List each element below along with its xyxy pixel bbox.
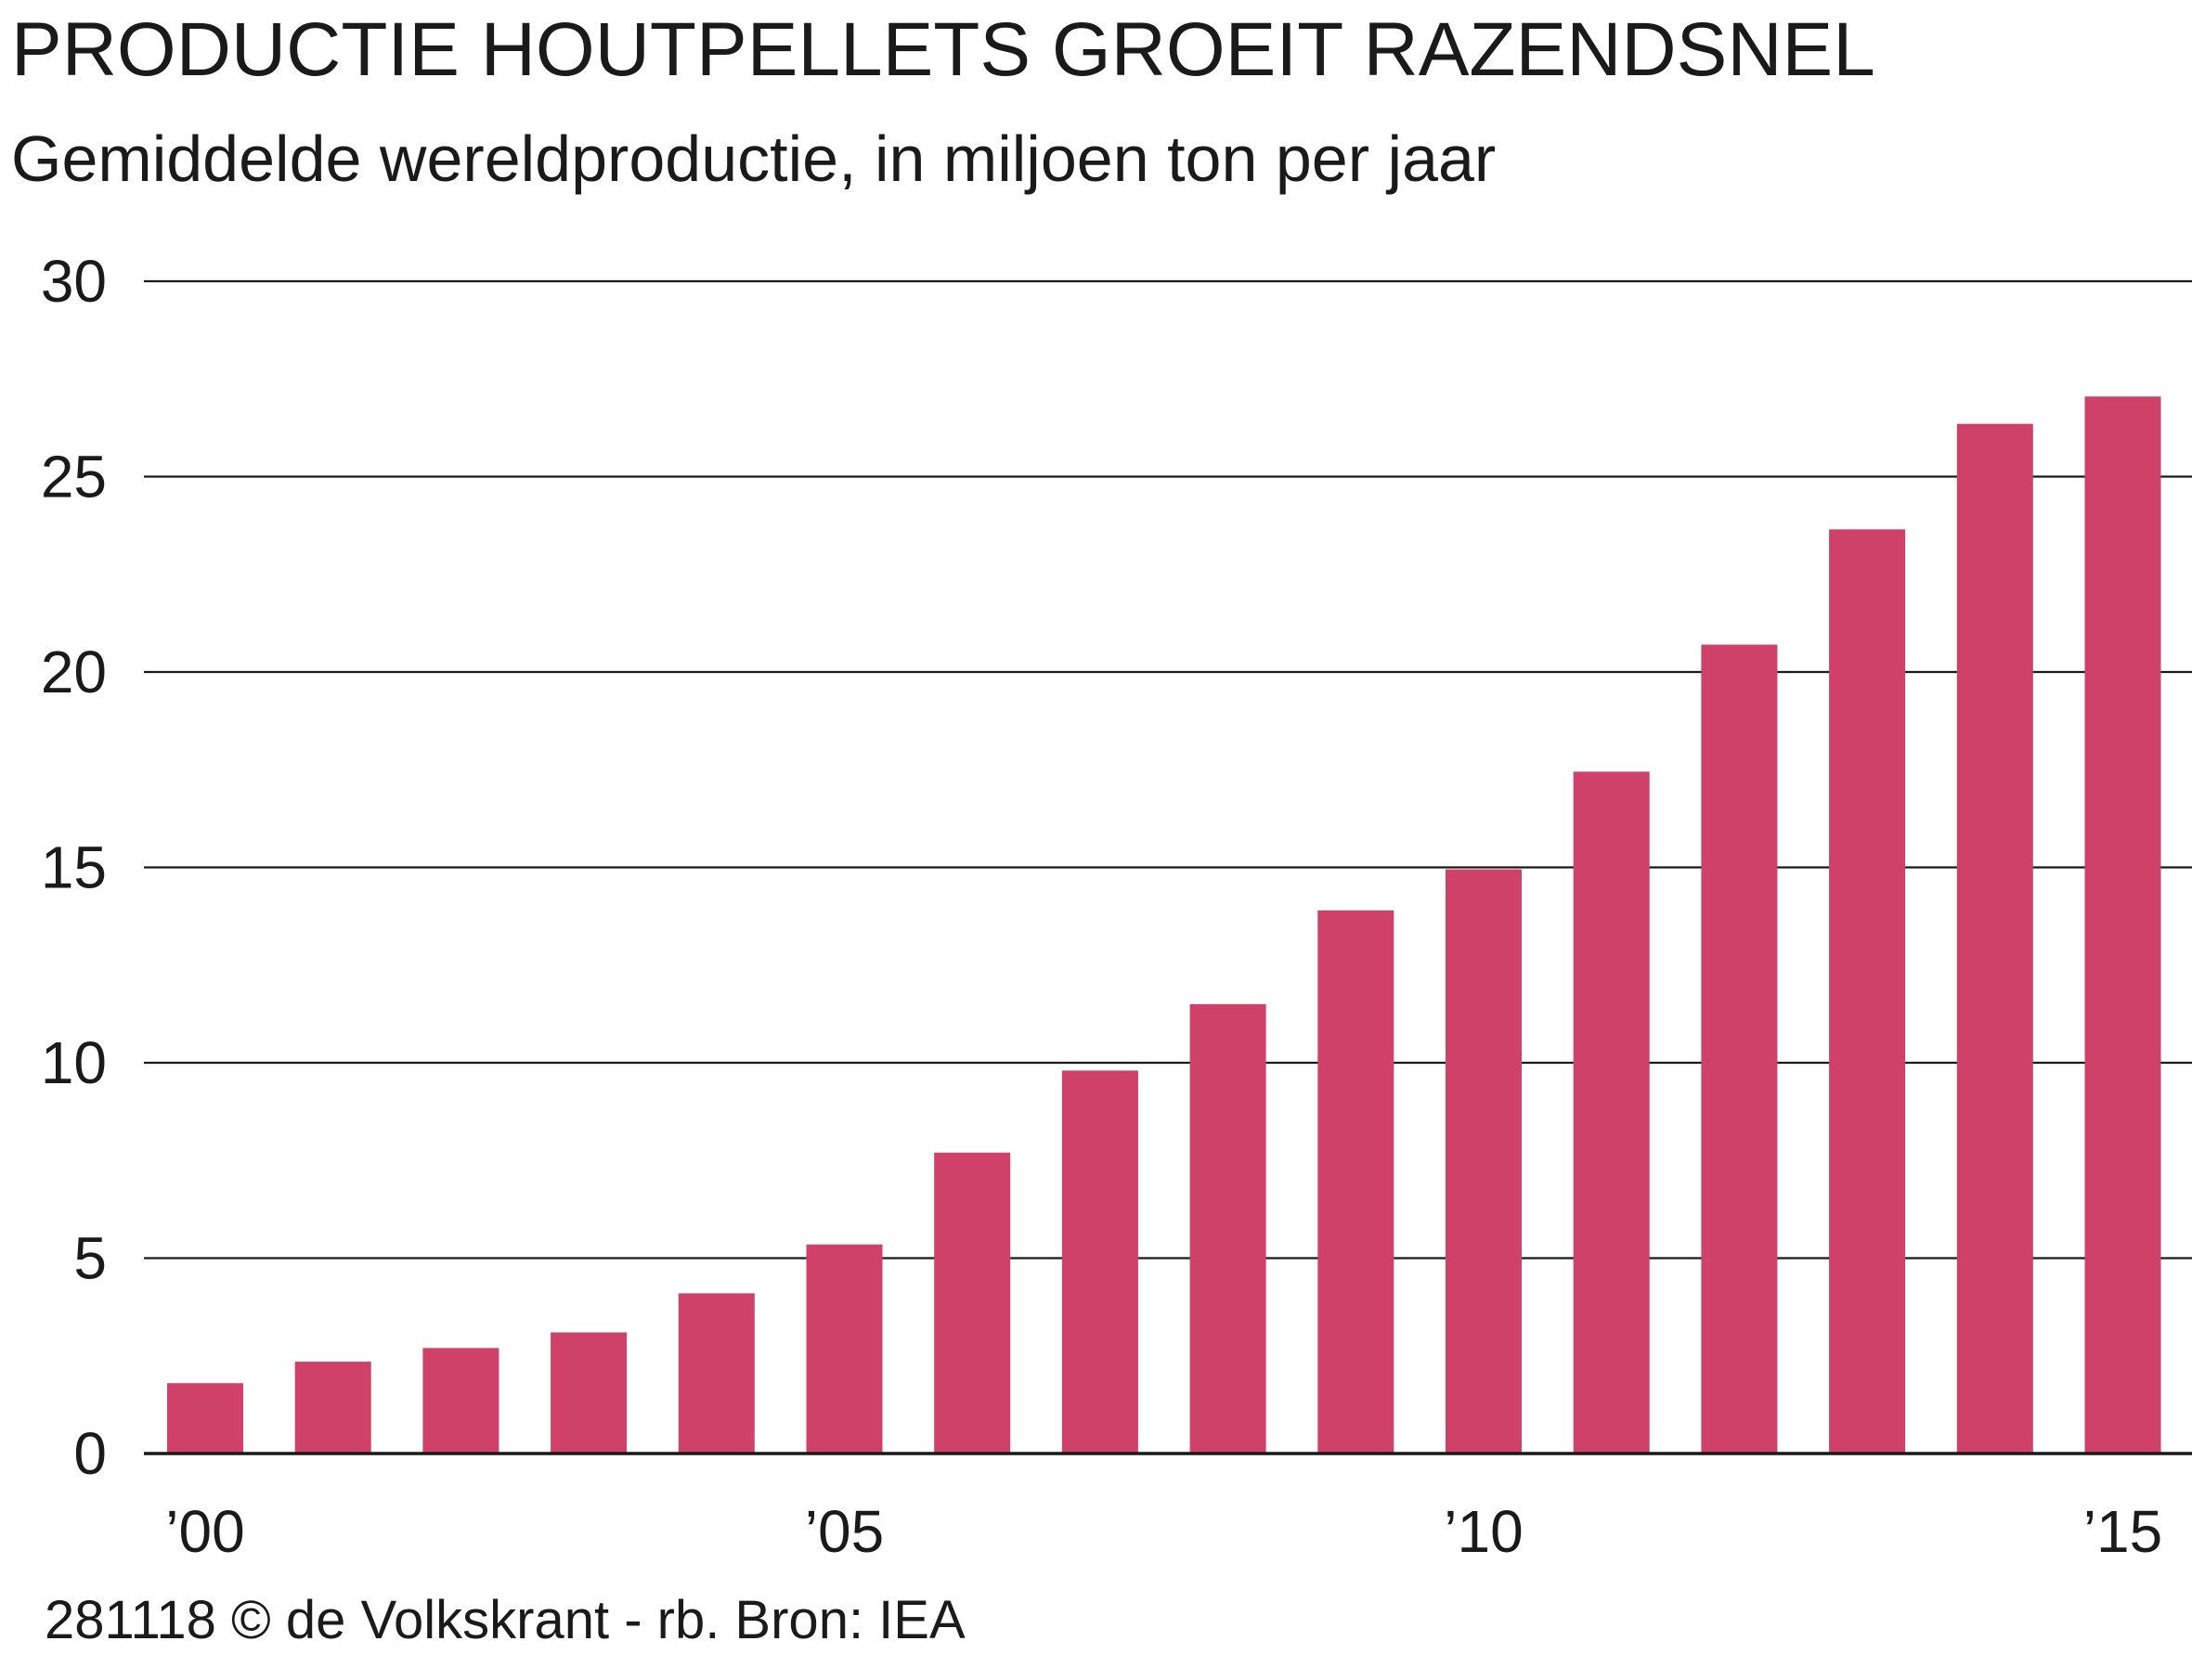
y-tick-label: 0 [73,1420,107,1487]
x-tick-label: ’15 [2083,1498,2162,1565]
y-tick-label: 5 [73,1225,107,1292]
y-tick-label: 20 [41,639,107,705]
bar-2002 [422,1348,499,1454]
bar-2007 [1061,1070,1138,1454]
bar-2015 [2084,396,2161,1454]
x-tick-label: ’05 [805,1498,884,1565]
bar-2012 [1701,644,1778,1454]
y-tick-label: 25 [41,444,107,510]
bar-2011 [1573,771,1650,1454]
source-credit: 281118 © de Volkskrant - rb. Bron: IEA [45,1590,966,1650]
bar-2003 [551,1332,628,1454]
chart-subtitle: Gemiddelde wereldproductie, in miljoen t… [11,123,1497,195]
y-tick-label: 10 [41,1029,107,1096]
bar-2004 [678,1293,755,1454]
bars [167,396,2161,1454]
bar-2009 [1317,910,1394,1454]
y-axis-ticks: 0 5 10 15 20 25 30 [41,248,107,1487]
x-axis-ticks: ’00 ’05 ’10 ’15 [165,1498,2162,1565]
bar-2000 [167,1383,243,1454]
x-tick-label: ’10 [1444,1498,1523,1565]
chart-title: PRODUCTIE HOUTPELLETS GROEIT RAZENDSNEL [11,7,1875,92]
y-tick-label: 30 [41,248,107,315]
bar-2001 [294,1362,371,1454]
bar-2008 [1189,1003,1266,1454]
bar-2013 [1829,529,1906,1454]
bar-2005 [806,1244,883,1454]
bar-2006 [934,1152,1011,1454]
bar-2014 [1956,423,2033,1454]
bar-2010 [1446,869,1522,1454]
y-tick-label: 15 [41,834,107,901]
x-tick-label: ’00 [165,1498,244,1565]
